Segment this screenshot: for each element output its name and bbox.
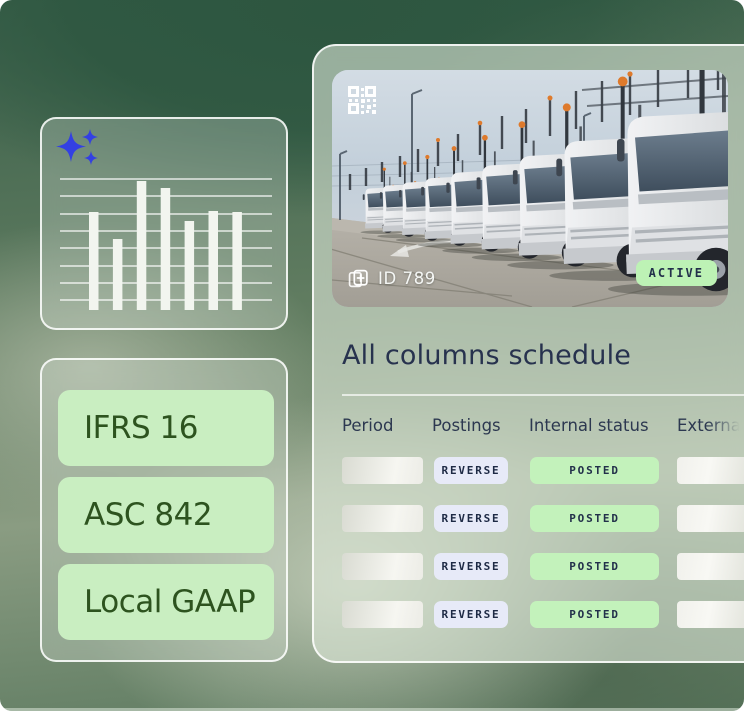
- reverse-button-label: REVERSE: [441, 512, 501, 525]
- asset-id-label: ID 789: [378, 269, 436, 288]
- pill-label: ASC 842: [84, 497, 213, 533]
- posted-badge-label: POSTED: [569, 512, 620, 525]
- posted-badge-label: POSTED: [569, 464, 620, 477]
- posted-badge-label: POSTED: [569, 560, 620, 573]
- qr-code-icon: [348, 86, 376, 114]
- external-cell-skeleton: [677, 457, 744, 484]
- table-row: REVERSE POSTED: [314, 553, 744, 580]
- standard-pill-localgaap: Local GAAP: [58, 564, 274, 640]
- status-badge-active: ACTIVE: [635, 260, 717, 286]
- posted-badge-label: POSTED: [569, 608, 620, 621]
- external-cell-skeleton: [677, 553, 744, 580]
- period-cell-skeleton: [342, 505, 423, 532]
- column-header-external-status: External: [677, 416, 744, 435]
- table-header-row: Period Postings Internal status External: [314, 416, 744, 440]
- external-cell-skeleton: [677, 505, 744, 532]
- period-cell-skeleton: [342, 553, 423, 580]
- sparkles-icon: [56, 129, 98, 165]
- bar-chart-illustration: [60, 178, 272, 310]
- status-badge-label: ACTIVE: [648, 266, 704, 280]
- truck-fleet-photo: [332, 70, 728, 307]
- reverse-button[interactable]: REVERSE: [434, 553, 508, 580]
- section-title: All columns schedule: [342, 340, 632, 371]
- column-header-internal-status: Internal status: [529, 416, 649, 435]
- external-cell-skeleton: [677, 601, 744, 628]
- table-row: REVERSE POSTED: [314, 457, 744, 484]
- asset-id: ID 789: [348, 268, 436, 289]
- reverse-button-label: REVERSE: [441, 464, 501, 477]
- standards-card: IFRS 16 ASC 842 Local GAAP: [40, 358, 288, 662]
- divider: [342, 394, 744, 396]
- asset-photo: ID 789 ACTIVE: [332, 70, 728, 307]
- standard-pill-ifrs16: IFRS 16: [58, 390, 274, 466]
- posted-status-badge: POSTED: [530, 505, 659, 532]
- posted-status-badge: POSTED: [530, 553, 659, 580]
- reverse-button[interactable]: REVERSE: [434, 601, 508, 628]
- reverse-button-label: REVERSE: [441, 608, 501, 621]
- asset-schedule-card: ID 789 ACTIVE All columns schedule Perio…: [312, 44, 744, 663]
- pill-label: Local GAAP: [84, 584, 256, 620]
- ai-chart-card: [40, 117, 288, 330]
- table-row: REVERSE POSTED: [314, 601, 744, 628]
- column-header-period: Period: [342, 416, 394, 435]
- period-cell-skeleton: [342, 601, 423, 628]
- column-header-postings: Postings: [432, 416, 501, 435]
- period-cell-skeleton: [342, 457, 423, 484]
- reverse-button[interactable]: REVERSE: [434, 457, 508, 484]
- standard-pill-asc842: ASC 842: [58, 477, 274, 553]
- pill-label: IFRS 16: [84, 410, 199, 446]
- reverse-button[interactable]: REVERSE: [434, 505, 508, 532]
- copy-plus-icon: [348, 269, 368, 288]
- reverse-button-label: REVERSE: [441, 560, 501, 573]
- posted-status-badge: POSTED: [530, 457, 659, 484]
- posted-status-badge: POSTED: [530, 601, 659, 628]
- table-row: REVERSE POSTED: [314, 505, 744, 532]
